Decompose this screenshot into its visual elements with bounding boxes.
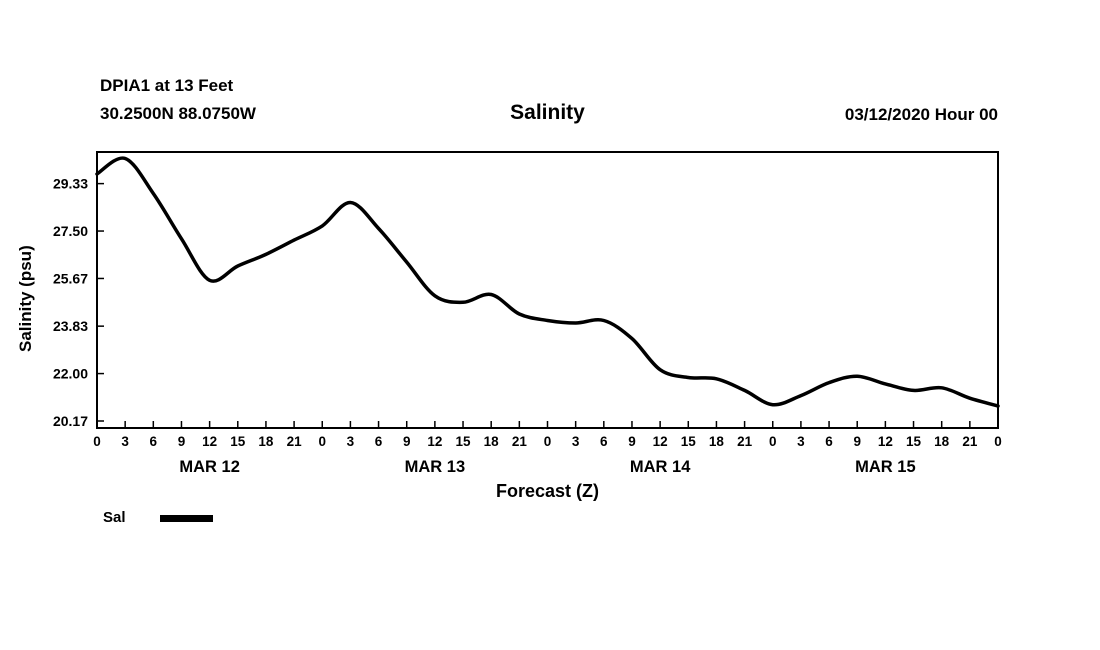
hour-tick-label: 9 [403, 434, 411, 449]
day-label: MAR 14 [630, 458, 691, 476]
hour-tick-label: 18 [258, 434, 274, 449]
chart-title: Salinity [510, 101, 585, 124]
forecast-datetime: 03/12/2020 Hour 00 [844, 105, 998, 124]
hour-tick-label: 18 [484, 434, 500, 449]
hour-tick-label: 15 [456, 434, 472, 449]
hour-tick-label: 15 [906, 434, 922, 449]
y-tick-label: 22.00 [53, 366, 88, 382]
hour-tick-label: 21 [512, 434, 528, 449]
hour-tick-label: 3 [572, 434, 580, 449]
hour-tick-label: 0 [544, 434, 552, 449]
hour-tick-label: 21 [737, 434, 753, 449]
hour-tick-label: 15 [681, 434, 697, 449]
plot-border [96, 151, 999, 429]
salinity-series-line [95, 156, 1000, 408]
hour-tick-label: 12 [653, 434, 668, 449]
hour-tick-label: 6 [375, 434, 383, 449]
station-name: DPIA1 at 13 Feet [100, 76, 234, 95]
hour-tick-label: 21 [962, 434, 978, 449]
hour-tick-label: 12 [202, 434, 217, 449]
hour-tick-label: 6 [600, 434, 608, 449]
day-label: MAR 13 [405, 458, 466, 476]
day-label: MAR 15 [855, 458, 916, 476]
hour-tick-label: 9 [178, 434, 186, 449]
y-tick-label: 25.67 [53, 270, 88, 286]
x-axis-label: Forecast (Z) [495, 481, 600, 501]
hour-tick-label: 9 [628, 434, 636, 449]
hour-tick-label: 9 [853, 434, 861, 449]
hour-tick-label: 0 [994, 434, 1002, 449]
legend-label: Sal [103, 509, 126, 526]
day-label: MAR 12 [179, 458, 240, 476]
y-tick-label: 20.17 [53, 413, 88, 429]
hour-tick-label: 12 [427, 434, 442, 449]
hour-tick-label: 18 [709, 434, 725, 449]
y-tick-label: 27.50 [53, 223, 88, 239]
hour-tick-label: 15 [230, 434, 246, 449]
y-tick-label: 23.83 [53, 318, 88, 334]
hour-tick-label: 3 [347, 434, 355, 449]
y-axis-label: Salinity (psu) [16, 245, 35, 352]
hour-tick-label: 0 [93, 434, 101, 449]
hour-tick-label: 12 [878, 434, 893, 449]
hour-tick-label: 6 [150, 434, 158, 449]
hour-tick-label: 0 [318, 434, 326, 449]
station-coordinates: 30.2500N 88.0750W [100, 104, 256, 123]
hour-tick-label: 3 [121, 434, 129, 449]
hour-tick-label: 0 [769, 434, 777, 449]
hour-tick-label: 18 [934, 434, 950, 449]
legend-line-swatch [160, 515, 213, 522]
hour-tick-label: 6 [825, 434, 833, 449]
hour-tick-label: 3 [797, 434, 805, 449]
y-tick-label: 29.33 [53, 176, 88, 192]
hour-tick-label: 21 [287, 434, 303, 449]
